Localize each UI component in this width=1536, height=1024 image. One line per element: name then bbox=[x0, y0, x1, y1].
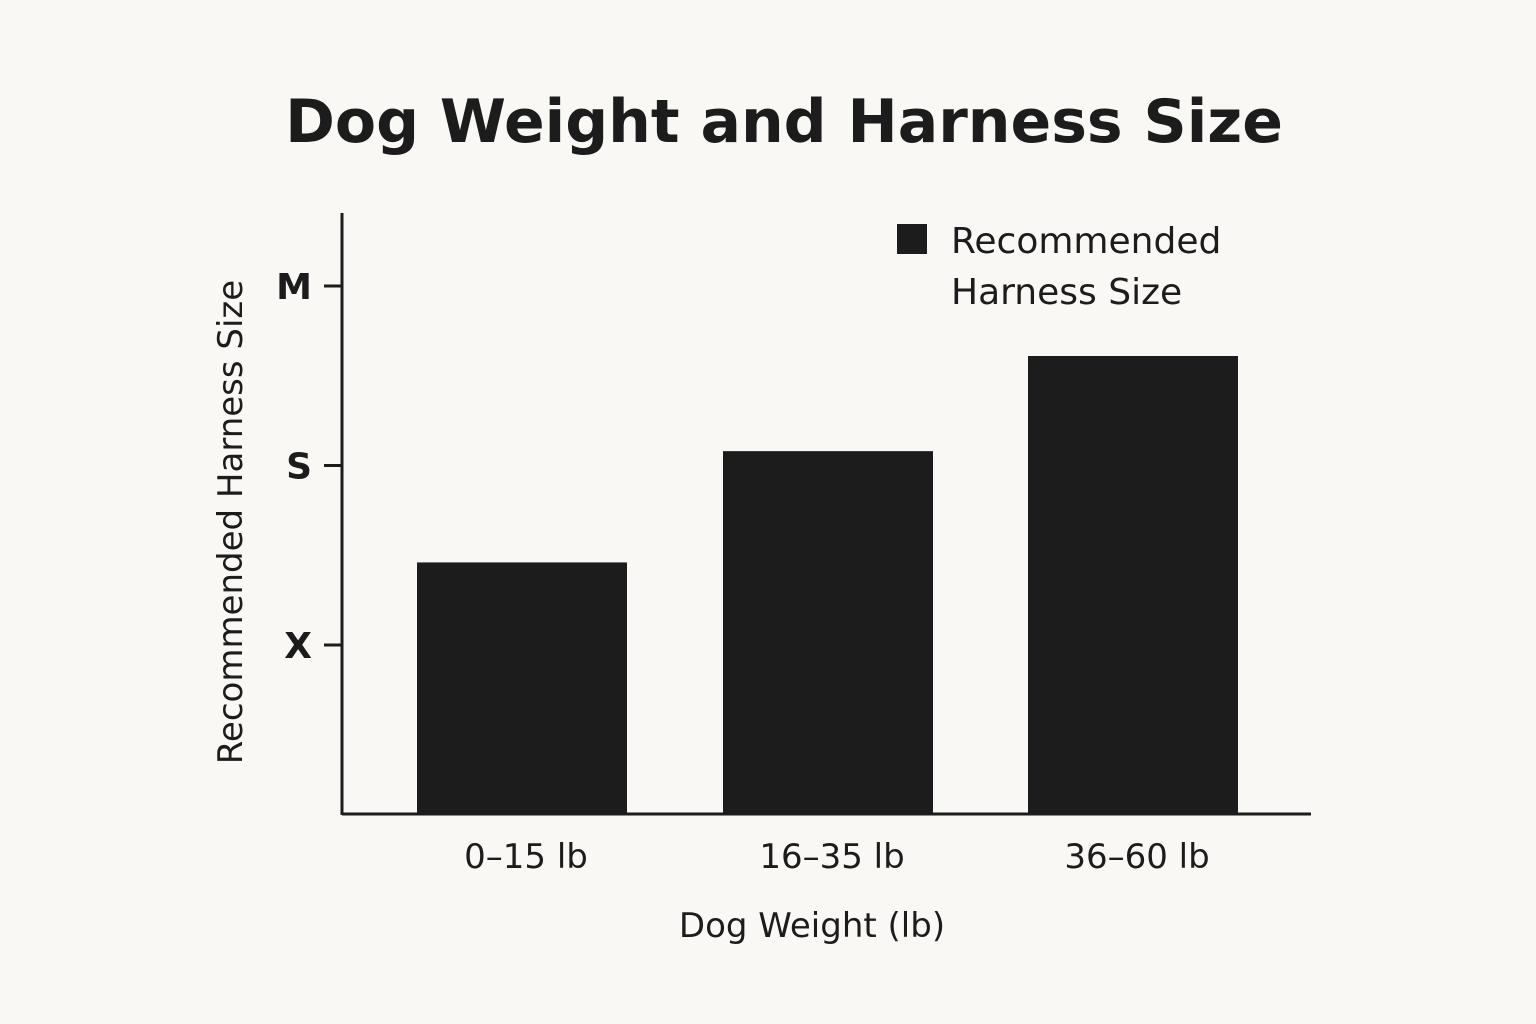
chart-title: Dog Weight and Harness Size bbox=[285, 87, 1283, 157]
bars-group bbox=[417, 356, 1238, 814]
x-ticks-group: 0–15 lb 16–35 lb 36–60 lb bbox=[464, 837, 1210, 877]
bar-2 bbox=[723, 451, 933, 814]
legend-swatch bbox=[897, 224, 927, 254]
x-tick-label: 16–35 lb bbox=[759, 837, 904, 877]
bar-1 bbox=[417, 562, 627, 814]
x-tick-label: 36–60 lb bbox=[1064, 837, 1209, 877]
y-tick-label: X bbox=[284, 626, 312, 667]
legend-label-line-1: Recommended bbox=[951, 221, 1221, 262]
x-tick-label: 0–15 lb bbox=[464, 837, 588, 877]
y-axis-label: Recommended Harness Size bbox=[211, 280, 251, 764]
y-tick-label: M bbox=[276, 267, 312, 308]
legend: Recommended Harness Size bbox=[897, 221, 1221, 313]
y-ticks-group: X S M bbox=[276, 267, 342, 667]
bar-3 bbox=[1028, 356, 1238, 814]
y-tick-label: S bbox=[286, 447, 312, 488]
x-axis-label: Dog Weight (lb) bbox=[679, 906, 945, 946]
legend-label-line-2: Harness Size bbox=[951, 272, 1182, 313]
